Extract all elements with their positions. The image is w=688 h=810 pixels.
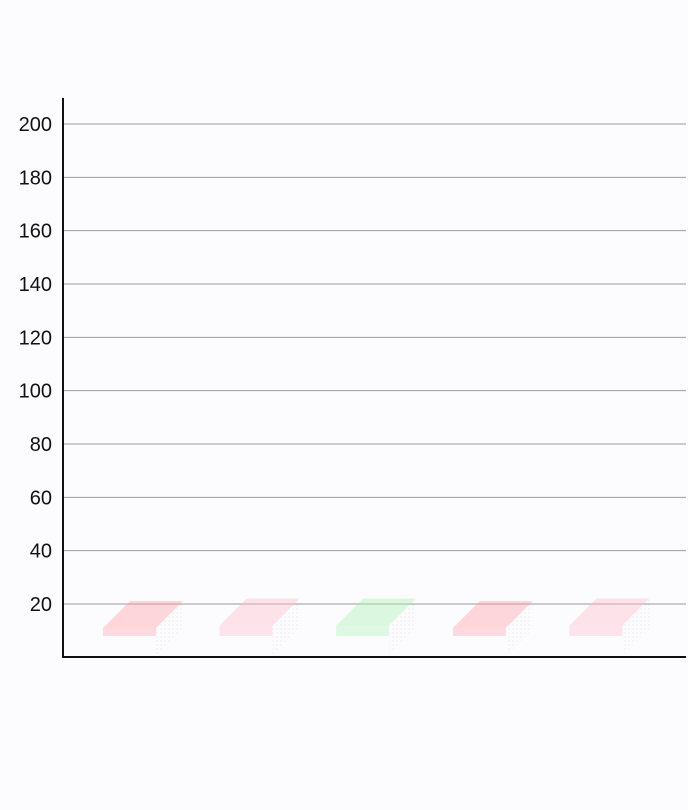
bar-top bbox=[336, 598, 417, 626]
bar bbox=[569, 598, 650, 656]
bar bbox=[336, 598, 417, 656]
bar-front bbox=[452, 628, 506, 636]
gridlines bbox=[63, 123, 686, 605]
y-tick-label: 160 bbox=[19, 221, 52, 243]
bar-side bbox=[389, 598, 417, 656]
y-tick-label: 40 bbox=[30, 541, 52, 563]
bar-top bbox=[452, 601, 533, 628]
bar-top bbox=[219, 598, 300, 626]
bar-front bbox=[103, 628, 156, 636]
bar-side bbox=[156, 601, 183, 656]
y-tick-label: 20 bbox=[30, 594, 52, 616]
y-tick-label: 100 bbox=[19, 381, 52, 403]
bar bbox=[219, 598, 300, 656]
y-tick-label: 140 bbox=[19, 274, 52, 296]
bar-front bbox=[336, 625, 390, 636]
bar-top bbox=[569, 598, 650, 626]
y-tick-label: 60 bbox=[30, 487, 52, 509]
bar-front bbox=[219, 625, 273, 636]
y-tick-label: 200 bbox=[19, 114, 52, 136]
bar-side bbox=[272, 598, 300, 656]
bar bbox=[452, 601, 533, 656]
y-tick-label: 180 bbox=[19, 167, 52, 189]
y-tick-label: 80 bbox=[30, 434, 52, 456]
axes bbox=[62, 98, 686, 658]
bars bbox=[103, 598, 650, 656]
bar-side bbox=[505, 601, 533, 656]
y-tick-labels: 20 40 60 80 100 120 140 160 180 200 bbox=[19, 114, 52, 616]
y-tick-label: 120 bbox=[19, 327, 52, 349]
bar-side bbox=[622, 598, 650, 656]
bar-top bbox=[103, 601, 183, 628]
bar-front bbox=[569, 625, 623, 636]
bar bbox=[103, 601, 183, 656]
